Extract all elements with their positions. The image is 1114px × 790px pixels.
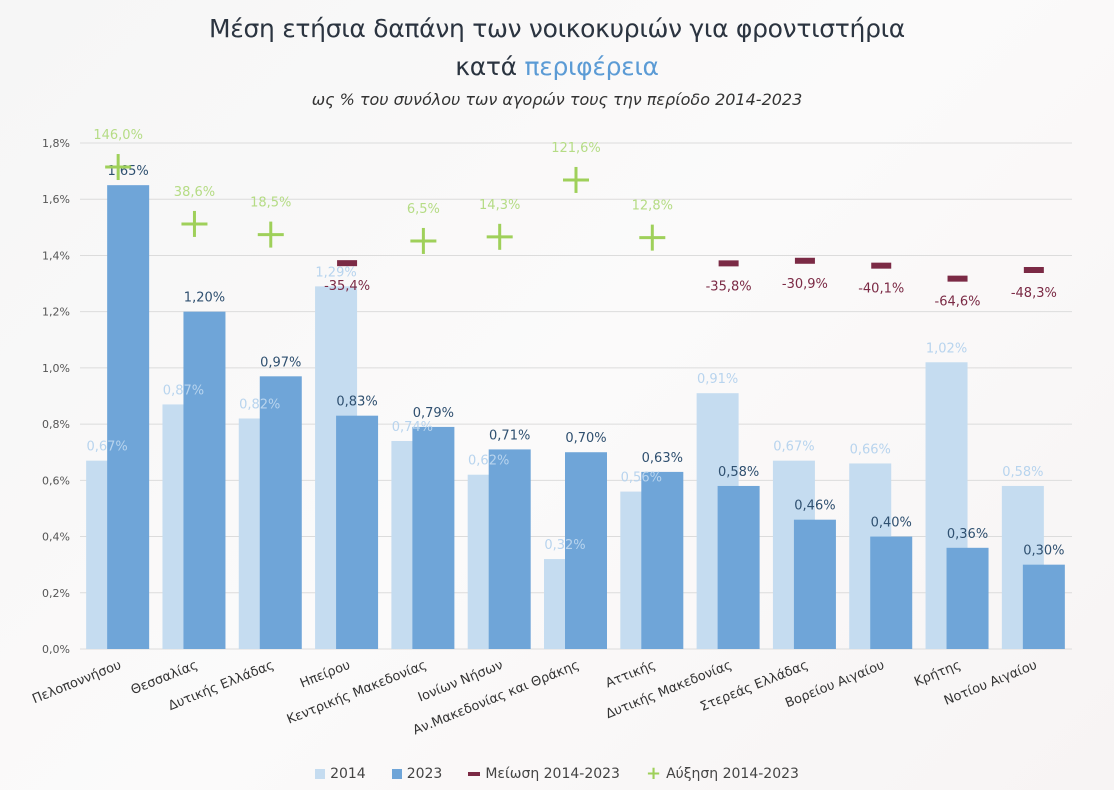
bar-2023: [259, 376, 302, 649]
legend-item-decrease: Μείωση 2014-2023: [468, 766, 620, 782]
data-label-2023: 1,20%: [184, 291, 225, 306]
chart-subtitle: ως % του συνόλου των αγορών τους την περ…: [311, 90, 803, 109]
data-label-2014: 1,02%: [926, 341, 967, 356]
legend-swatch-2023: [391, 769, 402, 779]
change-label: -40,1%: [858, 282, 904, 297]
change-label: -48,3%: [1011, 286, 1057, 301]
bar-2023: [412, 426, 455, 649]
legend: 2014 2023 Μείωση 2014-2023 + Αύξηση 2014-…: [0, 763, 1114, 784]
data-label-2023: 0,36%: [947, 527, 988, 542]
bar-2023: [488, 449, 531, 649]
x-tick-label: Πελοποννήσου: [30, 658, 123, 707]
data-label-2023: 0,97%: [260, 355, 301, 370]
change-label: 121,6%: [551, 141, 601, 156]
title-accent: περιφέρεια: [524, 52, 659, 81]
legend-item-2023: 2023: [391, 766, 443, 782]
data-label-2023: 0,46%: [794, 499, 835, 514]
change-label: 18,5%: [250, 196, 291, 211]
x-tick-label: Ηπείρου: [298, 658, 353, 692]
bar-2023: [183, 311, 226, 649]
x-tick-label: Δυτικής Μακεδονίας: [604, 658, 734, 722]
bar-2023: [946, 547, 989, 649]
change-label: 38,6%: [174, 185, 215, 200]
data-label-2023: 0,58%: [718, 465, 759, 480]
data-label-2023: 0,71%: [489, 428, 530, 443]
change-label: 146,0%: [93, 128, 143, 143]
change-label: 12,8%: [632, 199, 673, 214]
y-tick-label: 0,6%: [42, 474, 70, 487]
data-label-2014: 0,67%: [86, 440, 127, 455]
data-label-2023: 0,70%: [565, 431, 606, 446]
data-label-2014: 0,74%: [392, 420, 433, 435]
data-label-2014: 0,62%: [468, 454, 509, 469]
x-tick-label: Αττικής: [604, 658, 658, 692]
y-tick-label: 1,2%: [42, 306, 70, 319]
data-label-2014: 0,91%: [697, 372, 738, 387]
bar-2023: [870, 536, 913, 649]
data-label-2014: 0,32%: [544, 538, 585, 553]
y-tick-label: 1,6%: [42, 193, 70, 206]
decrease-marker: [794, 257, 815, 264]
data-label-2014: 0,67%: [773, 440, 814, 455]
y-tick-label: 0,0%: [42, 643, 70, 656]
change-label: 6,5%: [407, 202, 440, 217]
change-label: -35,4%: [324, 279, 370, 294]
legend-label: 2023: [406, 766, 443, 782]
data-label-2014: 0,87%: [163, 383, 204, 398]
data-label-2014: 0,82%: [239, 397, 280, 412]
decrease-marker: [947, 275, 968, 282]
decrease-marker: [871, 262, 892, 269]
y-tick-label: 0,8%: [42, 418, 70, 431]
chart-title-line2: κατά περιφέρεια: [0, 52, 1114, 81]
decrease-marker: [718, 260, 739, 267]
legend-label: Μείωση 2014-2023: [485, 766, 620, 782]
bar-2023: [717, 485, 760, 649]
bar-2023: [336, 415, 379, 649]
bar-2023: [565, 452, 607, 649]
x-tick-label: Κεντρικής Μακεδονίας: [285, 658, 429, 728]
title-prefix: κατά: [455, 52, 517, 81]
minus-marker-icon: [468, 772, 481, 776]
legend-label: Αύξηση 2014-2023: [666, 766, 799, 782]
chart-title-line1: Μέση ετήσια δαπάνη των νοικοκυριών για φ…: [208, 14, 905, 43]
data-label-2014: 0,58%: [1002, 465, 1043, 480]
legend-item-increase: + Αύξηση 2014-2023: [645, 763, 799, 784]
change-label: -30,9%: [782, 277, 828, 292]
change-label: 14,3%: [479, 198, 520, 213]
change-label: -64,6%: [935, 295, 981, 310]
legend-item-2014: 2014: [315, 766, 366, 782]
bar-2023: [107, 185, 150, 649]
bar-2023: [1022, 564, 1065, 649]
data-label-2023: 0,79%: [413, 406, 454, 421]
legend-label: 2014: [330, 766, 366, 782]
data-label-2023: 0,83%: [336, 395, 377, 410]
data-label-2014: 0,56%: [621, 471, 662, 486]
change-label: -35,8%: [706, 279, 752, 294]
data-label-2023: 0,30%: [1023, 544, 1064, 559]
data-label-2014: 0,66%: [850, 442, 891, 457]
data-label-2023: 0,63%: [642, 451, 683, 466]
bar-2023: [793, 519, 836, 649]
y-tick-label: 1,4%: [42, 249, 70, 262]
x-tick-label: Κρήτης: [912, 658, 963, 690]
y-tick-label: 1,8%: [42, 137, 70, 150]
decrease-marker: [1023, 266, 1044, 273]
bar-2023: [641, 471, 684, 649]
data-label-2014: 1,29%: [315, 265, 356, 280]
legend-swatch-2014: [315, 769, 326, 779]
decrease-marker: [337, 260, 358, 267]
plus-marker-icon: +: [645, 763, 662, 784]
data-label-2023: 0,40%: [871, 516, 912, 531]
y-tick-label: 0,4%: [42, 531, 70, 544]
y-tick-label: 1,0%: [42, 362, 70, 375]
y-tick-label: 0,2%: [42, 587, 70, 600]
